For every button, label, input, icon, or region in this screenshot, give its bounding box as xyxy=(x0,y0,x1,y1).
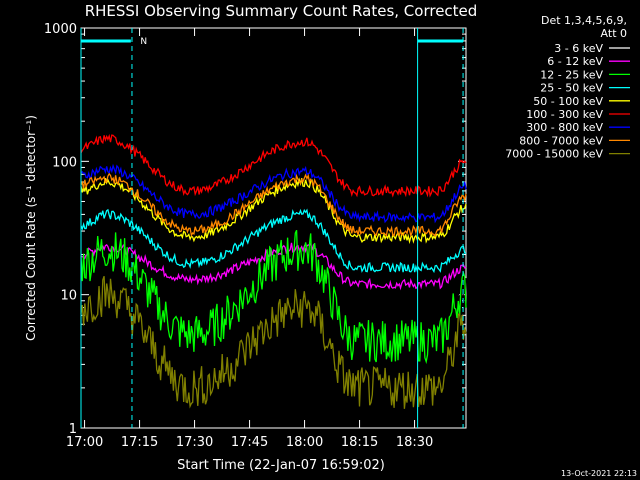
legend-label: 3 - 6 keV xyxy=(554,42,603,55)
y-tick-label: 10 xyxy=(60,289,77,304)
legend-label: 25 - 50 keV xyxy=(540,82,603,95)
annotation-n: N xyxy=(140,37,147,47)
legend-label: 800 - 7000 keV xyxy=(519,134,603,147)
x-axis-label: Start Time (22-Jan-07 16:59:02) xyxy=(177,458,385,473)
footer-date: 13-Oct-2021 22:13 xyxy=(561,469,637,478)
legend-label: 12 - 25 keV xyxy=(540,68,603,81)
x-tick-label: 18:00 xyxy=(286,435,323,450)
legend-label: 50 - 100 keV xyxy=(533,95,603,108)
series-line xyxy=(80,275,467,409)
series-line xyxy=(80,229,467,365)
series-layer xyxy=(80,133,467,409)
series-line xyxy=(80,133,467,198)
overlay-layer: N xyxy=(80,28,464,428)
x-tick-label: 17:30 xyxy=(176,435,213,450)
series-line xyxy=(80,241,467,291)
series-line xyxy=(80,233,467,386)
x-tick-label: 17:15 xyxy=(121,435,158,450)
series-line xyxy=(80,172,467,238)
y-axis-label: Corrected Count Rate (s⁻¹ detector⁻¹) xyxy=(24,115,38,341)
x-tick-label: 18:30 xyxy=(396,435,433,450)
series-line xyxy=(80,163,467,224)
x-tick-label: 17:00 xyxy=(66,435,103,450)
y-tick-label: 1 xyxy=(69,422,77,437)
legend-label: 6 - 12 keV xyxy=(547,55,603,68)
series-line xyxy=(80,177,467,245)
legend-label: 100 - 300 keV xyxy=(526,108,603,121)
legend-header: Att 0 xyxy=(601,27,627,40)
chart-title: RHESSI Observing Summary Count Rates, Co… xyxy=(85,2,478,20)
series-line xyxy=(80,208,467,274)
axis-ticks: 17:00 17:15 17:30 17:45 18:00 18:15 18:30 1 10 10… xyxy=(44,22,466,450)
legend-header: Det 1,3,4,5,6,9, xyxy=(541,14,627,27)
x-tick-label: 18:15 xyxy=(341,435,378,450)
x-tick-label: 17:45 xyxy=(231,435,268,450)
y-tick-label: 100 xyxy=(52,155,77,170)
y-tick-label: 1000 xyxy=(44,22,77,37)
legend-label: 300 - 800 keV xyxy=(526,121,603,134)
legend-label: 7000 - 15000 keV xyxy=(505,148,603,161)
